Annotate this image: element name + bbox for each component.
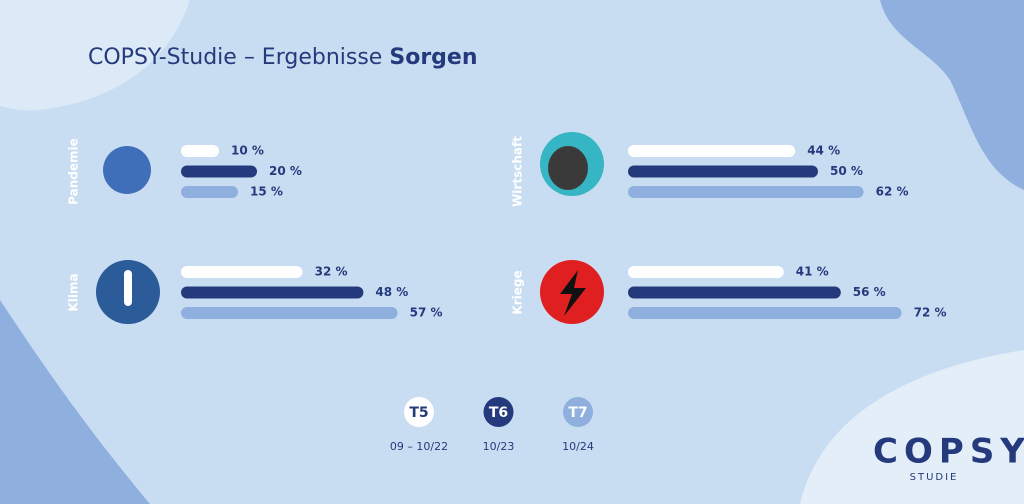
category-label: Pandemie: [67, 138, 81, 205]
category-label: Klima: [67, 273, 81, 311]
value-label: 44 %: [807, 144, 840, 158]
lightning: [560, 270, 586, 316]
logo-name: COPSY: [873, 432, 1024, 472]
value-label: 56 %: [853, 285, 886, 299]
value-label: 72 %: [914, 306, 947, 320]
title: COPSY-Studie – Ergebnisse Sorgen: [88, 45, 478, 70]
value-label: 15 %: [250, 185, 283, 199]
logo-subtitle: STUDIE: [910, 472, 959, 483]
value-label: 10 %: [231, 144, 264, 158]
virus-icon: [103, 146, 151, 194]
legend-swatch: [404, 397, 434, 427]
corner-blob: [0, 300, 150, 504]
bar: [628, 186, 864, 198]
legend-period: 10/24: [562, 440, 594, 453]
value-label: 50 %: [830, 164, 863, 178]
legend-label: T7: [568, 405, 587, 421]
bar: [181, 266, 303, 278]
title-text: COPSY-Studie – Ergebnisse: [88, 45, 382, 70]
value-label: 48 %: [375, 285, 408, 299]
legend-label: T6: [489, 405, 508, 421]
title-emphasis: Sorgen: [389, 45, 477, 70]
corner-blob: [880, 0, 1024, 190]
bar: [181, 165, 257, 178]
bar: [628, 307, 902, 319]
value-label: 20 %: [269, 164, 302, 178]
legend-label: T5: [409, 405, 428, 421]
legend-swatch: [563, 397, 593, 427]
legend-period: 10/23: [483, 440, 515, 453]
legend-period: 09 – 10/22: [390, 440, 448, 453]
thermometer: [124, 270, 132, 306]
legend-swatch: [483, 397, 514, 427]
value-label: 32 %: [315, 265, 348, 279]
bar: [628, 286, 841, 299]
bar: [181, 145, 219, 157]
category-label: Kriege: [511, 270, 525, 314]
value-label: 62 %: [876, 185, 909, 199]
bear-shape: [548, 146, 588, 190]
value-label: 41 %: [796, 265, 829, 279]
bar: [628, 266, 784, 278]
bar: [181, 307, 398, 319]
icons: [96, 132, 604, 324]
corner-blob: [0, 0, 190, 111]
category-label: Wirtschaft: [511, 136, 525, 207]
corner-blob: [800, 350, 1024, 504]
bar: [181, 286, 364, 299]
bar: [628, 145, 796, 157]
bar: [181, 186, 238, 198]
bar: [628, 165, 818, 178]
value-label: 57 %: [410, 306, 443, 320]
